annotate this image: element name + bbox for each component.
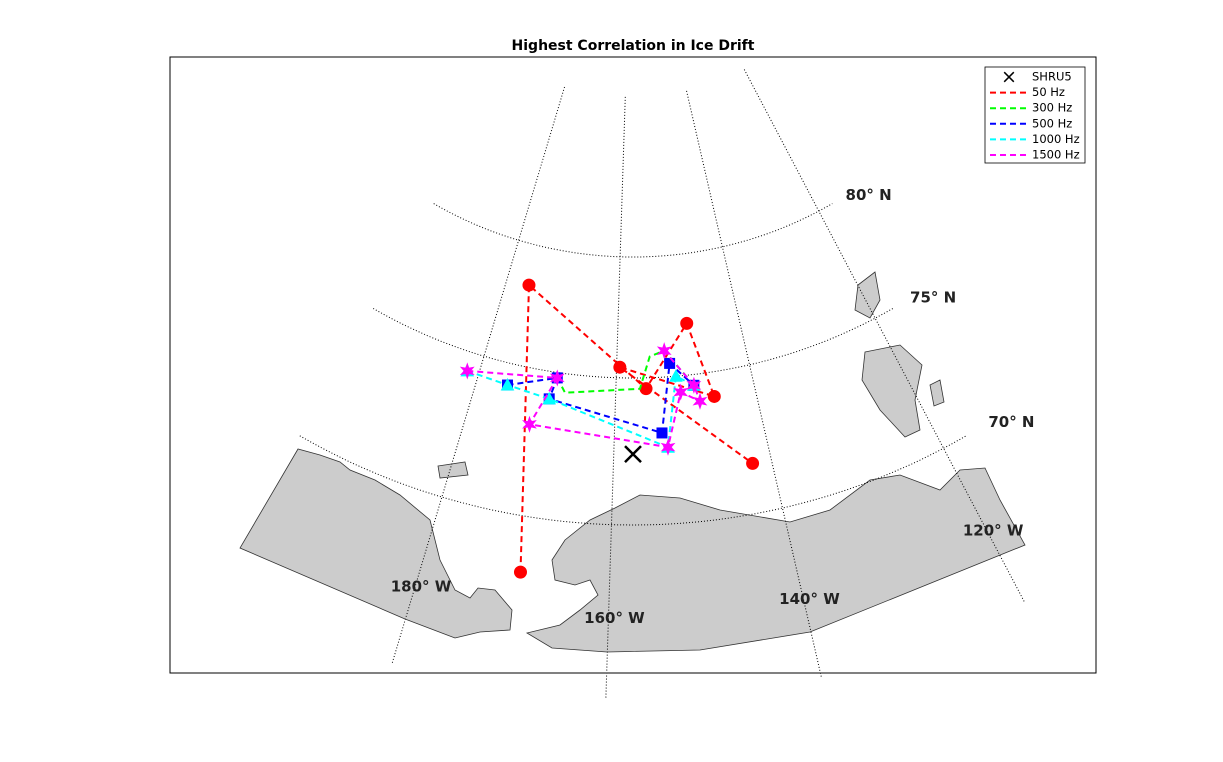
grid-line (686, 90, 822, 677)
chukotka (239, 448, 513, 639)
lon-label: 180° W (391, 577, 452, 595)
marker (513, 565, 527, 579)
tracks (459, 278, 760, 579)
legend-label: 300 Hz (1032, 101, 1072, 115)
lon-label: 140° W (779, 590, 840, 608)
track-line (466, 369, 695, 449)
lat-label: 70° N (988, 413, 1034, 431)
legend-box (984, 66, 1086, 164)
lat-label: 75° N (910, 289, 956, 307)
land (239, 271, 1026, 653)
chart-title: Highest Correlation in Ice Drift (512, 38, 755, 54)
marker (680, 316, 694, 330)
legend-label: 1000 Hz (1032, 132, 1080, 146)
marker (542, 391, 557, 405)
legend-label: 50 Hz (1032, 85, 1065, 99)
lon-label: 120° W (963, 522, 1024, 540)
marker (459, 362, 475, 380)
island (854, 271, 881, 319)
marker (656, 342, 672, 360)
marker (639, 382, 653, 396)
series (459, 342, 708, 456)
series (513, 278, 760, 579)
track-line (556, 349, 695, 394)
marker (669, 369, 683, 382)
marker (656, 427, 668, 439)
grid-line (605, 96, 626, 698)
series (624, 445, 642, 464)
marker (673, 383, 689, 401)
lat-label: 80° N (846, 186, 892, 204)
marker (746, 456, 760, 470)
marker (707, 389, 721, 403)
lon-label: 160° W (584, 609, 645, 627)
marker (613, 360, 627, 374)
grid-line (743, 69, 1025, 602)
grid-line (433, 203, 833, 258)
wrangel-island (437, 461, 469, 479)
legend-label: 1500 Hz (1032, 148, 1080, 162)
marker (522, 415, 537, 433)
marker (1003, 71, 1015, 83)
series (556, 349, 695, 394)
marker (500, 377, 515, 391)
banks-island (861, 344, 923, 438)
marker (660, 438, 676, 456)
grid-line (372, 308, 894, 379)
legend-label: 500 Hz (1032, 116, 1072, 130)
marker (522, 278, 536, 292)
island (929, 379, 945, 407)
labels: 70° N 75° N 80° N 180° W 160° W 140° W 120° W (391, 186, 1035, 627)
marker (549, 369, 565, 387)
marker (624, 445, 642, 464)
alaska-canada (525, 467, 1026, 653)
legend-label: SHRU5 (1032, 70, 1072, 84)
marker (692, 392, 708, 410)
grid-line (299, 435, 967, 526)
marker (686, 376, 702, 394)
track-line (467, 350, 702, 449)
